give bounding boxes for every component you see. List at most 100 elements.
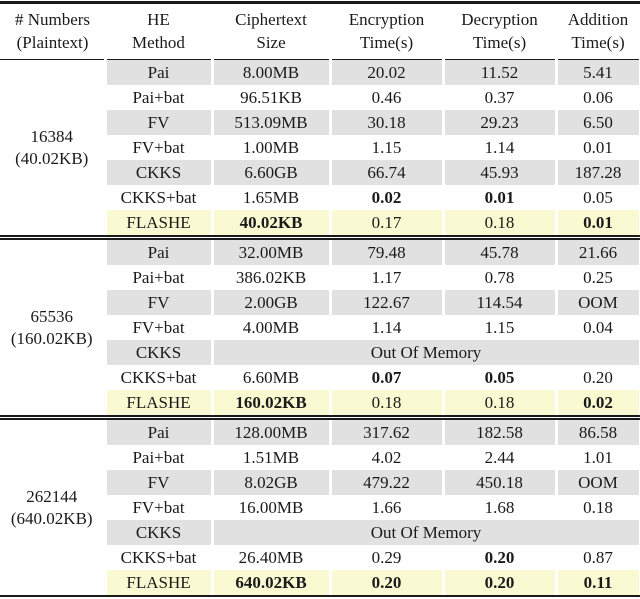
table-row: 262144 (640.02KB) Pai 128.00MB 317.62 182.58 8… [0,417,640,598]
value-cell: 6.60MB [210,365,330,390]
method-cell: CKKS+bat [105,365,212,390]
group-65536: 65536 (160.02KB) Pai 32.00MB 79.48 45.78 21.66… [0,237,640,418]
value-cell: 66.74 [328,160,443,185]
value-cell: 386.02KB [210,265,330,290]
group-262144: 262144 (640.02KB) Pai 128.00MB 317.62 182.58 8… [0,417,640,598]
method-cell: FV+bat [105,315,212,340]
table-row: CKKS+bat 1.65MB 0.02 0.01 0.05 [0,185,640,210]
value-cell: 45.78 [441,237,556,265]
table-row: Pai+bat 1.51MB 4.02 2.44 1.01 [0,445,640,470]
value-cell: 187.28 [554,160,640,185]
value-cell: 30.18 [328,110,443,135]
value-cell: 1.51MB [210,445,330,470]
method-cell: FLASHE [105,210,212,238]
method-cell: CKKS [105,160,212,185]
value-cell: 2.44 [441,445,556,470]
column-header-numbers: # Numbers (Plaintext) [0,3,105,60]
value-cell: 26.40MB [210,545,330,570]
value-cell: 79.48 [328,237,443,265]
method-cell: Pai+bat [105,265,212,290]
column-header-line2: Time(s) [359,33,414,52]
value-cell: 0.20 [554,365,640,390]
group-label-size: (160.02KB) [10,328,93,348]
column-header-size: Ciphertext Size [212,3,330,60]
table-row: CKKS+bat 6.60MB 0.07 0.05 0.20 [0,365,640,390]
value-cell: 0.18 [328,390,443,418]
value-cell: 0.01 [554,210,640,238]
value-cell: 2.00GB [210,290,330,315]
column-header-line1: HE [147,10,170,29]
value-cell: 0.02 [328,185,443,210]
value-cell: 1.68 [441,495,556,520]
column-header-line2: Size [256,33,286,52]
value-cell: 640.02KB [210,570,330,598]
value-cell: 0.20 [441,570,556,598]
value-cell: 0.18 [441,390,556,418]
method-cell: CKKS+bat [105,545,212,570]
table-header: # Numbers (Plaintext) HE Method Ciphertext Si… [0,3,640,60]
value-cell: 0.01 [441,185,556,210]
value-cell: 11.52 [441,59,556,85]
value-cell: 1.65MB [210,185,330,210]
method-cell: FV [105,110,212,135]
value-cell: 1.00MB [210,135,330,160]
table-row: CKKS+bat 26.40MB 0.29 0.20 0.87 [0,545,640,570]
method-cell: CKKS [105,340,212,365]
value-cell: 182.58 [441,417,556,445]
table-row: CKKS 6.60GB 66.74 45.93 187.28 [0,160,640,185]
value-cell: 0.46 [328,85,443,110]
value-cell: 21.66 [554,237,640,265]
group-label: 262144 (640.02KB) [0,417,107,598]
value-cell: 8.02GB [210,470,330,495]
value-cell: 20.02 [328,59,443,85]
table-row: CKKS Out Of Memory [0,520,640,545]
column-header-method: HE Method [105,3,212,60]
value-cell: 4.02 [328,445,443,470]
method-cell: FLASHE [105,390,212,418]
value-cell: 1.14 [441,135,556,160]
method-cell: Pai+bat [105,85,212,110]
group-label-count: 16384 [30,126,74,146]
value-cell: 128.00MB [210,417,330,445]
value-cell: 0.37 [441,85,556,110]
column-header-line2: Time(s) [571,33,625,52]
table-row: FV 513.09MB 30.18 29.23 6.50 [0,110,640,135]
value-cell: 0.11 [554,570,640,598]
method-cell: CKKS+bat [105,185,212,210]
value-cell: 16.00MB [210,495,330,520]
table-row: FV 8.02GB 479.22 450.18 OOM [0,470,640,495]
value-cell: 0.29 [328,545,443,570]
value-cell: 8.00MB [210,59,330,85]
value-cell: 450.18 [441,470,556,495]
method-cell: Pai [103,237,212,265]
value-cell: 1.15 [328,135,443,160]
column-header-line1: Ciphertext [235,10,307,29]
method-cell: FV [105,290,212,315]
group-16384: 16384 (40.02KB) Pai 8.00MB 20.02 11.52 5.41 Pai… [0,59,640,238]
value-cell: 6.60GB [210,160,330,185]
value-cell: 1.14 [328,315,443,340]
table-row: Pai+bat 96.51KB 0.46 0.37 0.06 [0,85,640,110]
table-row: CKKS Out Of Memory [0,340,640,365]
column-header-line2: (Plaintext) [16,33,89,52]
column-header-dec: Decryption Time(s) [443,3,556,60]
value-cell: OOM [554,470,640,495]
column-header-line2: Method [132,33,185,52]
value-cell: 0.78 [441,265,556,290]
value-cell: 4.00MB [210,315,330,340]
table-row: FV+bat 16.00MB 1.66 1.68 0.18 [0,495,640,520]
method-cell: FV+bat [105,135,212,160]
column-header-line1: # Numbers [14,10,91,29]
value-cell: 114.54 [441,290,556,315]
value-cell: 0.04 [554,315,640,340]
table-row: FLASHE 640.02KB 0.20 0.20 0.11 [0,570,640,598]
method-cell: FV+bat [105,495,212,520]
method-cell: FV [105,470,212,495]
table-row: FLASHE 40.02KB 0.17 0.18 0.01 [0,210,640,238]
value-cell: OOM [554,290,640,315]
group-label-count: 65536 [30,306,74,326]
value-cell: 45.93 [441,160,556,185]
value-cell: 0.01 [554,135,640,160]
table-row: FLASHE 160.02KB 0.18 0.18 0.02 [0,390,640,418]
